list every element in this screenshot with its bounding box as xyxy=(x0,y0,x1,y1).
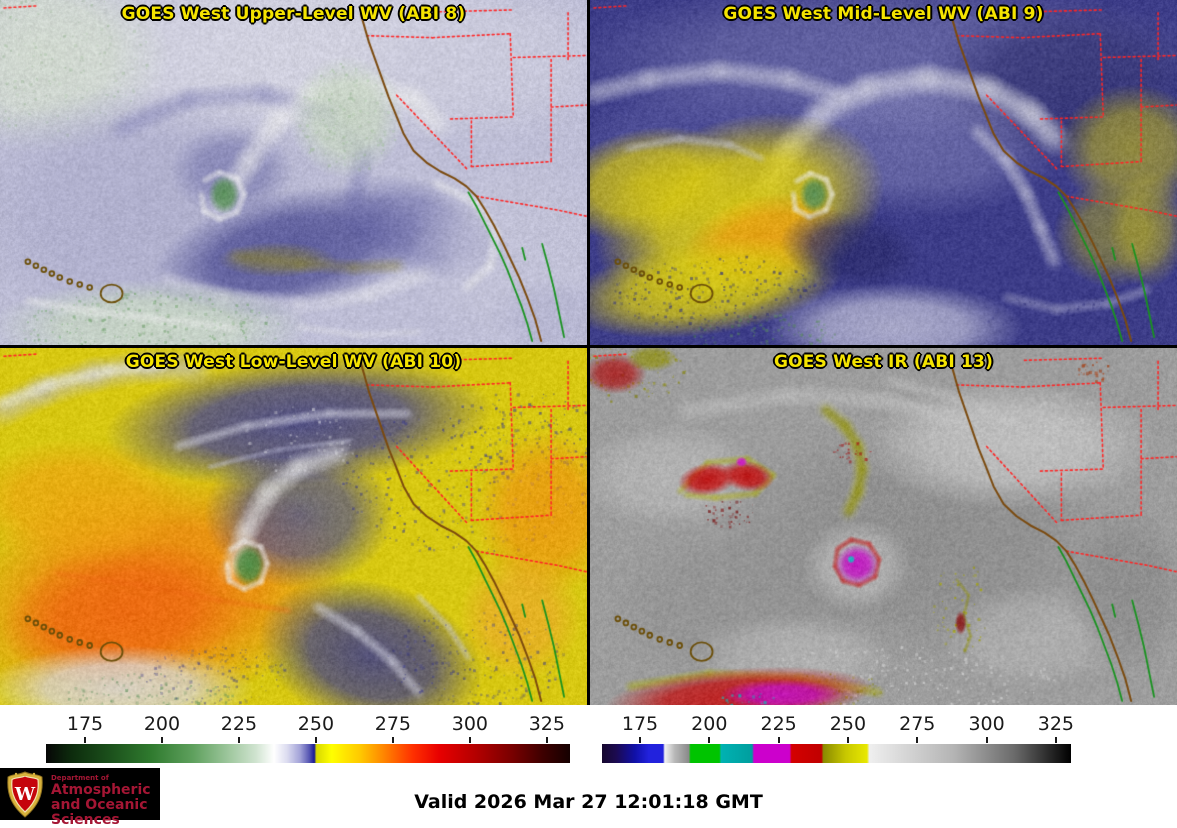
colorbar-tick-label: 200 xyxy=(691,713,728,735)
colorbar-tick-mark xyxy=(638,737,641,743)
uw-crest-icon: W xyxy=(7,771,43,818)
colorbar-tick-label: 275 xyxy=(374,713,412,735)
logo-name-line1: Atmospheric xyxy=(51,782,151,798)
colorbar-tick-mark xyxy=(708,737,711,743)
colorbar-tick-mark xyxy=(846,737,849,743)
logo-dept-label: Department of xyxy=(51,774,109,782)
valid-time-label: Valid 2026 Mar 27 12:01:18 GMT xyxy=(414,791,763,813)
colorbar-tick-label: 250 xyxy=(297,713,335,735)
svg-text:W: W xyxy=(14,784,36,805)
upper-level-wv-image xyxy=(0,0,587,345)
colorbar-tick-label: 225 xyxy=(220,713,258,735)
panel-low-level-wv: GOES West Low-Level WV (ABI 10) xyxy=(0,348,587,705)
panel-ir: GOES West IR (ABI 13) xyxy=(590,348,1177,705)
colorbar-tick-label: 225 xyxy=(760,713,797,735)
colorbar-tick-label: 175 xyxy=(66,713,104,735)
panel-upper-level-wv: GOES West Upper-Level WV (ABI 8) xyxy=(0,0,587,345)
ir-colorbar-gradient xyxy=(602,744,1071,763)
colorbar-tick-label: 325 xyxy=(528,713,565,735)
colorbar-tick-mark xyxy=(83,737,86,743)
satellite-quad-panels: GOES West Upper-Level WV (ABI 8) GOES We… xyxy=(0,0,1177,705)
colorbar-tick-mark xyxy=(160,737,163,743)
colorbar-tick-label: 200 xyxy=(143,713,181,735)
colorbar-tick-mark xyxy=(545,737,548,743)
colorbar-tick-label: 250 xyxy=(829,713,867,735)
low-level-wv-image xyxy=(0,348,587,705)
colorbar-tick-label: 175 xyxy=(621,713,659,735)
panel-mid-level-wv: GOES West Mid-Level WV (ABI 9) xyxy=(590,0,1177,345)
colorbar-tick-label: 300 xyxy=(968,713,1005,735)
wv-colorbar-gradient xyxy=(46,744,570,763)
colorbar-tick-label: 275 xyxy=(899,713,936,735)
colorbar-tick-mark xyxy=(1054,737,1057,743)
wv-colorbar: 175 200 225 250 275 300 325 xyxy=(46,705,570,767)
colorbar-tick-mark xyxy=(468,737,471,743)
colorbar-tick-mark xyxy=(916,737,919,743)
mid-level-wv-image xyxy=(590,0,1177,345)
uw-aos-logo: W Department of Atmospheric and Oceanic … xyxy=(0,768,160,828)
colorbar-tick-mark xyxy=(985,737,988,743)
colorbar-tick-label: 300 xyxy=(451,713,488,735)
colorbar-tick-mark xyxy=(391,737,394,743)
ir-image xyxy=(590,348,1177,705)
colorbar-tick-mark xyxy=(777,737,780,743)
colorbar-tick-mark xyxy=(237,737,240,743)
colorbar-tick-label: 325 xyxy=(1037,713,1075,735)
footer: 175 200 225 250 275 300 325 175 200 225 250 275 300… xyxy=(0,705,1177,828)
colorbar-tick-mark xyxy=(314,737,317,743)
ir-colorbar: 175 200 225 250 275 300 325 xyxy=(602,705,1075,767)
